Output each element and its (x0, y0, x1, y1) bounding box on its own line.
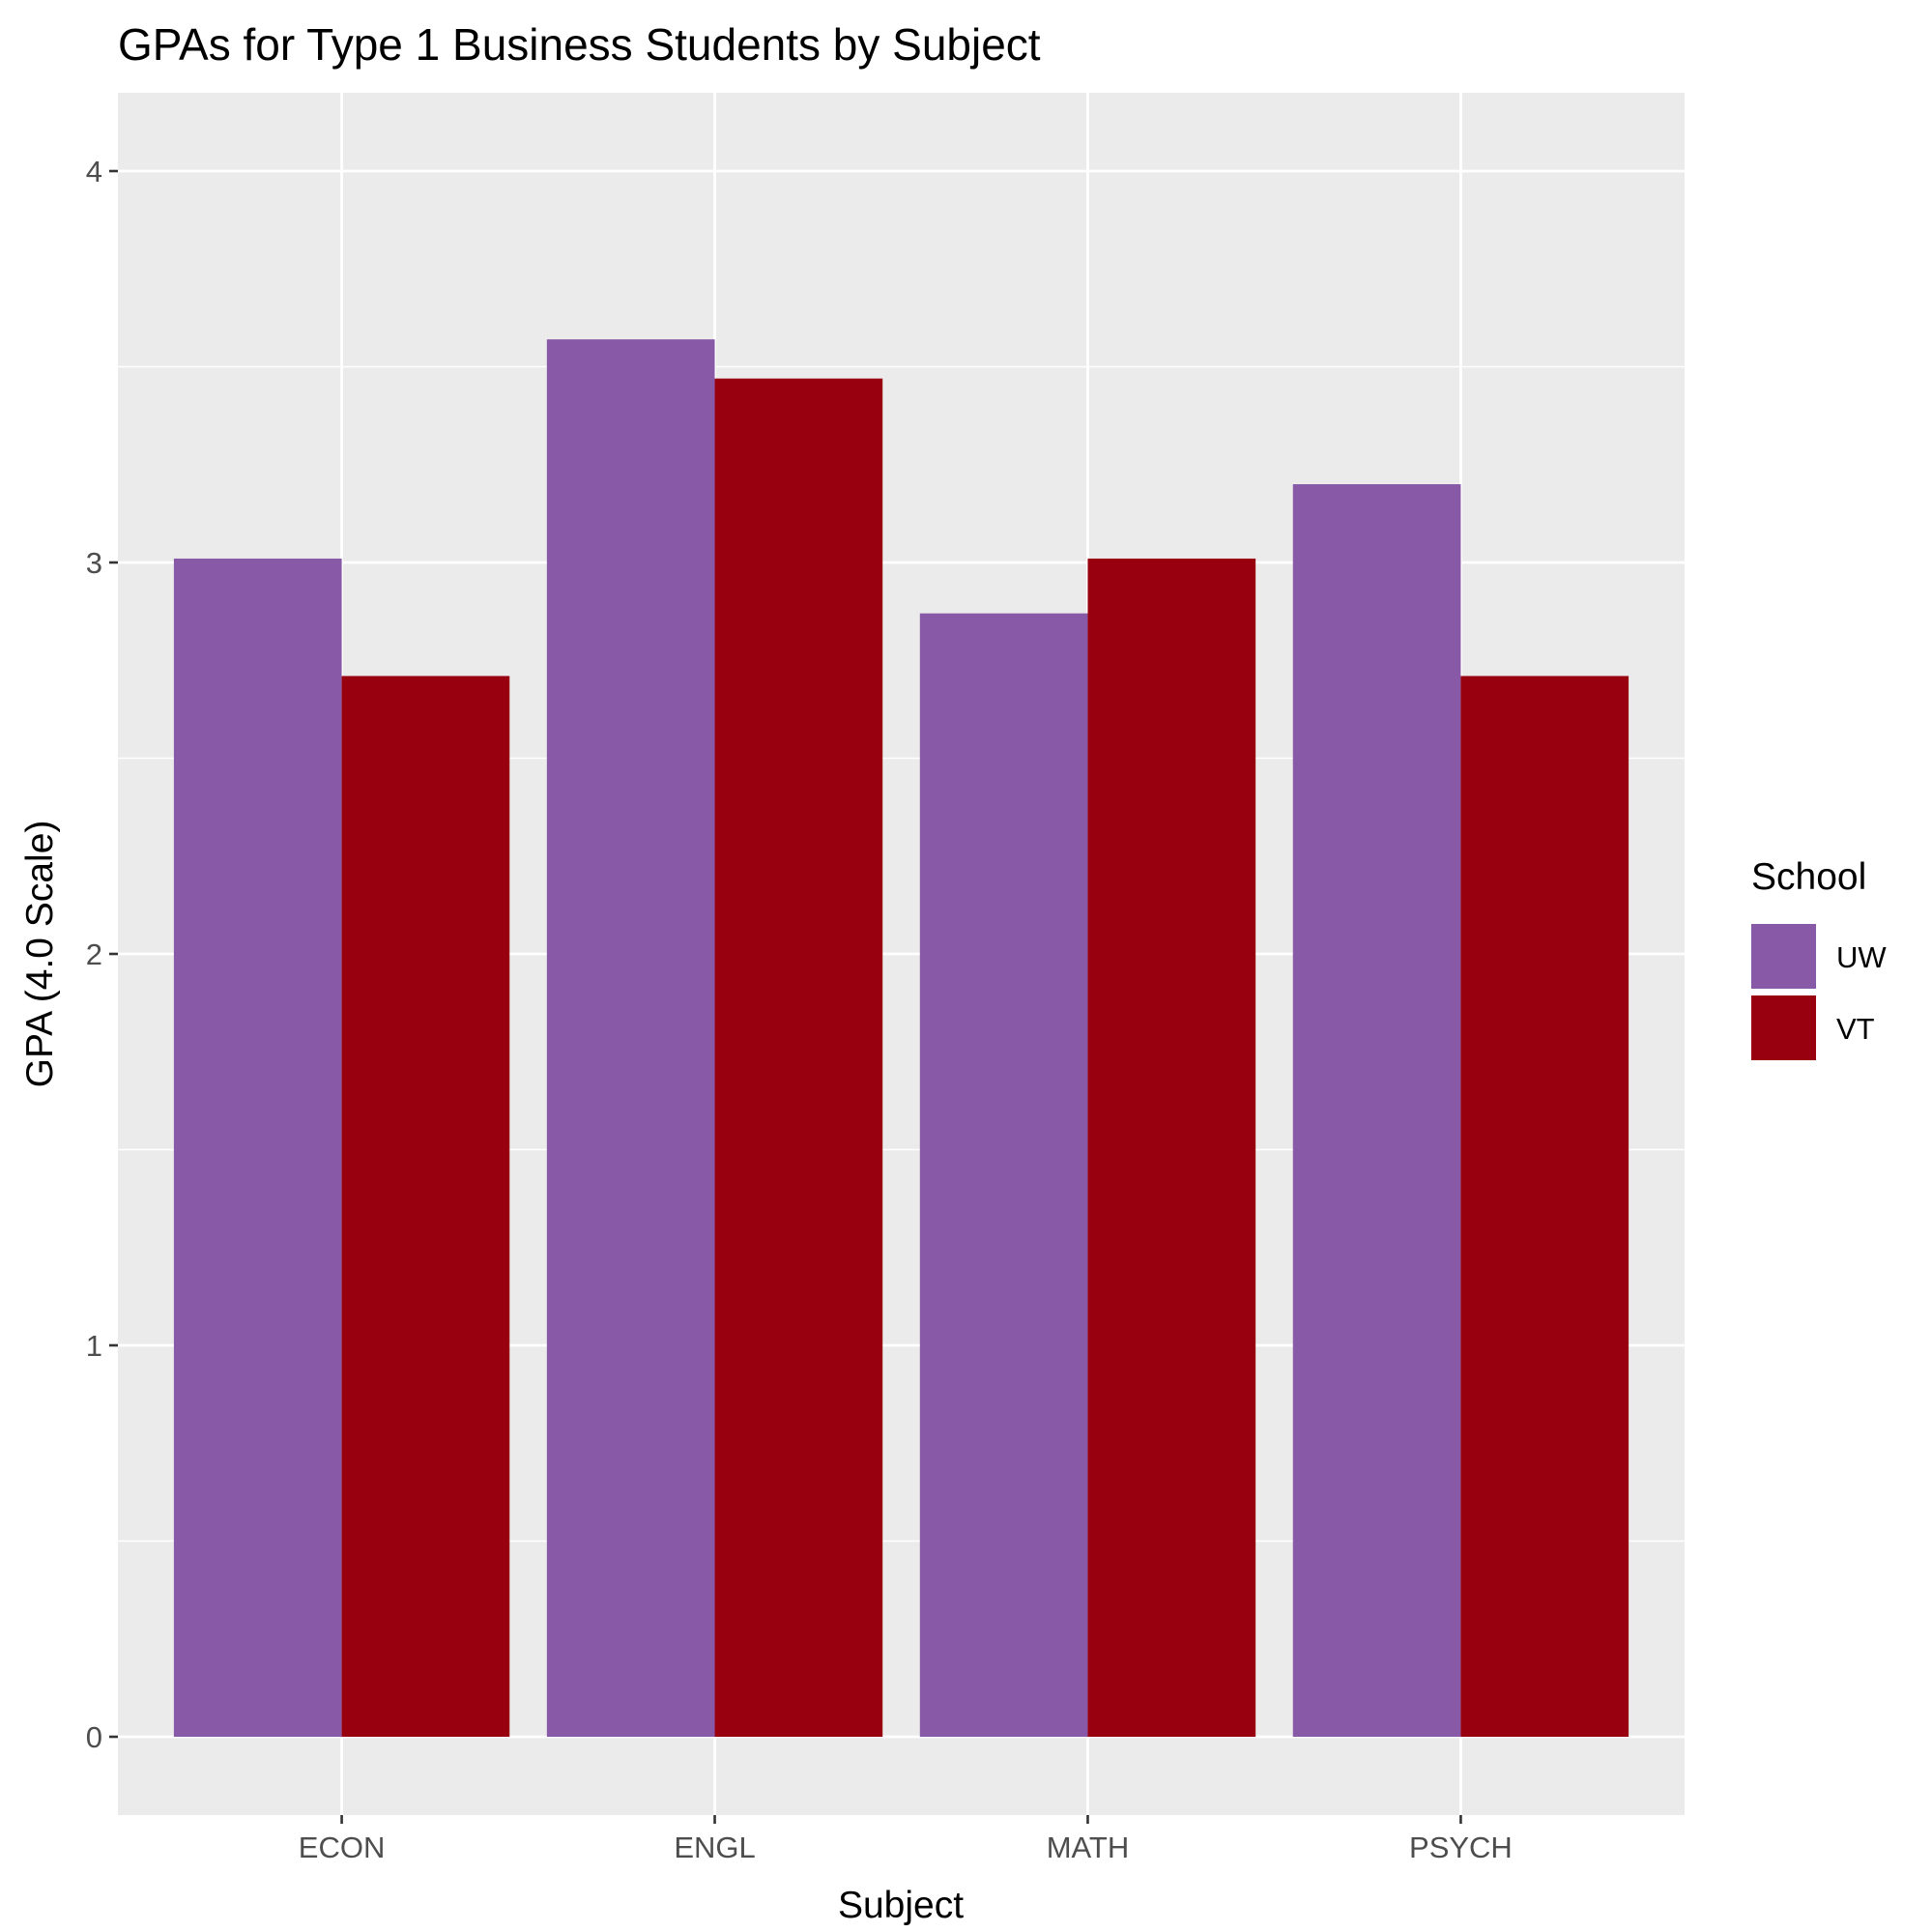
legend: School UW VT (1751, 856, 1887, 1060)
legend-key-uw (1751, 924, 1816, 989)
x-tick-label: PSYCH (1409, 1831, 1513, 1864)
y-tick-label: 3 (86, 546, 102, 580)
legend-label-vt: VT (1836, 1012, 1875, 1046)
y-axis: 0 1 2 3 4 (86, 155, 118, 1754)
legend-key-vt (1751, 995, 1816, 1060)
bar-vt-econ (341, 676, 510, 1738)
y-tick-label: 4 (86, 155, 102, 188)
legend-title: School (1751, 856, 1866, 898)
legend-label-uw: UW (1836, 940, 1887, 974)
bar-vt-math (1087, 558, 1256, 1738)
bars (173, 339, 1629, 1738)
x-axis: ECON ENGL MATH PSYCH (299, 1815, 1513, 1864)
chart-title: GPAs for Type 1 Business Students by Sub… (118, 19, 1041, 70)
y-tick-label: 2 (86, 937, 102, 971)
bar-uw-psych (1292, 484, 1461, 1737)
x-axis-title: Subject (838, 1885, 964, 1926)
bar-uw-engl (546, 339, 715, 1737)
x-tick-label: ECON (299, 1831, 386, 1864)
y-axis-title: GPA (4.0 Scale) (19, 821, 61, 1088)
x-tick-label: MATH (1047, 1831, 1130, 1864)
y-tick-label: 1 (86, 1329, 102, 1363)
bar-uw-econ (173, 558, 342, 1738)
x-tick-label: ENGL (674, 1831, 755, 1864)
y-tick-label: 0 (86, 1720, 102, 1754)
bar-uw-math (919, 613, 1088, 1737)
bar-vt-engl (714, 378, 883, 1737)
bar-vt-psych (1460, 676, 1629, 1738)
